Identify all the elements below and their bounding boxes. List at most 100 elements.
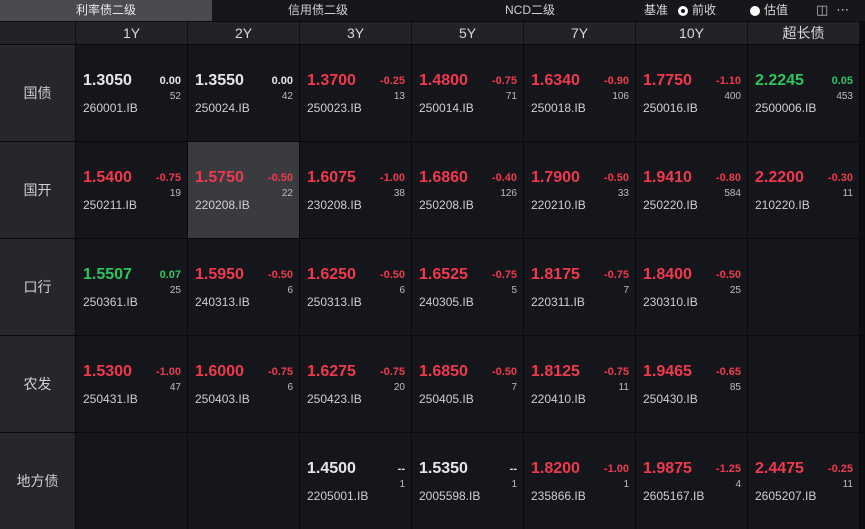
change-value: -0.50	[603, 172, 629, 184]
change-value: 0.00	[271, 75, 293, 87]
layout-panel-icon[interactable]: ◫	[816, 2, 829, 17]
quote-cell[interactable]: 1.4800 -0.75 71 250014.IB	[412, 45, 524, 141]
quote-cell[interactable]: 2.4475 -0.25 11 2605207.IB	[748, 433, 860, 529]
quote-cell[interactable]: 1.6850 -0.50 7 250405.IB	[412, 336, 524, 432]
row-label[interactable]: 口行	[0, 239, 76, 335]
column-header-2Y[interactable]: 2Y	[188, 22, 300, 44]
change-value: -0.25	[379, 75, 405, 87]
quote-cell[interactable]: 1.9465 -0.65 85 250430.IB	[636, 336, 748, 432]
row-label[interactable]: 地方债	[0, 433, 76, 529]
row-label[interactable]: 农发	[0, 336, 76, 432]
radio-valuation[interactable]: 估值	[750, 0, 788, 21]
change-value: -0.80	[715, 172, 741, 184]
more-dots-icon[interactable]: ⋯	[836, 2, 850, 17]
quote-cell[interactable]: 1.6275 -0.75 20 250423.IB	[300, 336, 412, 432]
change-value: -0.50	[267, 172, 293, 184]
yield-value: 1.3550	[195, 72, 244, 89]
trade-count: 22	[281, 188, 293, 199]
change-value: -0.75	[603, 366, 629, 378]
bond-code: 240305.IB	[419, 295, 474, 309]
yield-value: 1.4800	[419, 72, 468, 89]
trade-count: 7	[511, 382, 517, 393]
bond-code: 220410.IB	[531, 392, 586, 406]
tab-rates-secondary[interactable]: 利率债二级	[0, 0, 212, 21]
trade-count: 25	[729, 285, 741, 296]
yield-value: 1.6075	[307, 169, 356, 186]
column-header-超长债[interactable]: 超长债	[748, 22, 860, 44]
trade-count: 6	[287, 382, 293, 393]
quote-cell[interactable]: 2.2200 -0.30 11 210220.IB	[748, 142, 860, 238]
quote-cell[interactable]: 1.8200 -1.00 1 235866.IB	[524, 433, 636, 529]
radio-prev-close[interactable]: 前收	[678, 0, 716, 21]
bond-code: 250014.IB	[419, 101, 474, 115]
change-value: -1.10	[715, 75, 741, 87]
trade-count: 6	[399, 285, 405, 296]
trade-count: 52	[169, 91, 181, 102]
trade-count: 11	[842, 188, 853, 199]
tab-ncd-secondary[interactable]: NCD二级	[505, 3, 555, 17]
quote-cell[interactable]: 1.8125 -0.75 11 220410.IB	[524, 336, 636, 432]
quote-cell[interactable]: 1.4500 -- 1 2205001.IB	[300, 433, 412, 529]
bond-code: 250220.IB	[643, 198, 698, 212]
quote-cell[interactable]: 1.8175 -0.75 7 220311.IB	[524, 239, 636, 335]
column-header-10Y[interactable]: 10Y	[636, 22, 748, 44]
quote-cell[interactable]: 1.7750 -1.10 400 250016.IB	[636, 45, 748, 141]
bond-code: 230310.IB	[643, 295, 698, 309]
row-label[interactable]: 国债	[0, 45, 76, 141]
quote-cell[interactable]: 1.3050 0.00 52 260001.IB	[76, 45, 188, 141]
quote-cell[interactable]: 1.3700 -0.25 13 250023.IB	[300, 45, 412, 141]
quote-cell[interactable]: 1.5300 -1.00 47 250431.IB	[76, 336, 188, 432]
quote-cell[interactable]: 1.8400 -0.50 25 230310.IB	[636, 239, 748, 335]
bond-code: 250405.IB	[419, 392, 474, 406]
trade-count: 7	[623, 285, 629, 296]
bond-code: 2205001.IB	[307, 489, 369, 503]
quote-cell[interactable]: 1.5350 -- 1 2005598.IB	[412, 433, 524, 529]
quote-cell[interactable]: 1.6075 -1.00 38 230208.IB	[300, 142, 412, 238]
yield-value: 1.5950	[195, 266, 244, 283]
change-value: -0.30	[827, 172, 853, 184]
yield-value: 1.6340	[531, 72, 580, 89]
column-header-5Y[interactable]: 5Y	[412, 22, 524, 44]
quote-cell[interactable]: 1.5950 -0.50 6 240313.IB	[188, 239, 300, 335]
row-label[interactable]: 国开	[0, 142, 76, 238]
change-value: -0.50	[267, 269, 293, 281]
change-value: --	[509, 463, 517, 475]
trade-count: 20	[393, 382, 405, 393]
quote-cell[interactable]: 1.5507 0.07 25 250361.IB	[76, 239, 188, 335]
quote-cell[interactable]: 1.6000 -0.75 6 250403.IB	[188, 336, 300, 432]
quote-cell[interactable]: 2.2245 0.05 453 2500006.IB	[748, 45, 860, 141]
table-row: 农发 1.5300 -1.00 47 250431.IB 1.6000 -0.75 6 2504…	[0, 335, 865, 432]
quote-cell[interactable]: 1.5400 -0.75 19 250211.IB	[76, 142, 188, 238]
column-header-7Y[interactable]: 7Y	[524, 22, 636, 44]
quote-cell[interactable]: 1.6250 -0.50 6 250313.IB	[300, 239, 412, 335]
bond-code: 2605207.IB	[755, 489, 817, 503]
trade-count: 106	[612, 91, 629, 102]
quote-cell[interactable]: 1.6340 -0.90 106 250018.IB	[524, 45, 636, 141]
quote-cell[interactable]: 1.9410 -0.80 584 250220.IB	[636, 142, 748, 238]
trade-count: 453	[836, 91, 853, 102]
change-value: -1.25	[715, 463, 741, 475]
quote-cell[interactable]: 1.5750 -0.50 22 220208.IB	[188, 142, 300, 238]
quote-cell[interactable]: 1.3550 0.00 42 250024.IB	[188, 45, 300, 141]
trade-count: 1	[511, 479, 517, 490]
basis-label: 基准	[644, 3, 669, 17]
change-value: -0.90	[603, 75, 629, 87]
change-value: -0.75	[267, 366, 293, 378]
change-value: -0.75	[603, 269, 629, 281]
quote-cell[interactable]: 1.7900 -0.50 33 220210.IB	[524, 142, 636, 238]
column-header-1Y[interactable]: 1Y	[76, 22, 188, 44]
quote-cell[interactable]: 1.9875 -1.25 4 2605167.IB	[636, 433, 748, 529]
yield-value: 1.5400	[83, 169, 132, 186]
yield-value: 1.5300	[83, 363, 132, 380]
empty-cell	[748, 239, 860, 335]
yield-value: 1.6275	[307, 363, 356, 380]
bond-code: 250018.IB	[531, 101, 586, 115]
quote-cell[interactable]: 1.6860 -0.40 126 250208.IB	[412, 142, 524, 238]
bond-code: 230208.IB	[307, 198, 362, 212]
quote-cell[interactable]: 1.6525 -0.75 5 240305.IB	[412, 239, 524, 335]
column-header-3Y[interactable]: 3Y	[300, 22, 412, 44]
yield-value: 1.8200	[531, 460, 580, 477]
tab-credit-secondary[interactable]: 信用债二级	[287, 3, 348, 17]
bond-code: 250431.IB	[83, 392, 138, 406]
yield-value: 1.6525	[419, 266, 468, 283]
